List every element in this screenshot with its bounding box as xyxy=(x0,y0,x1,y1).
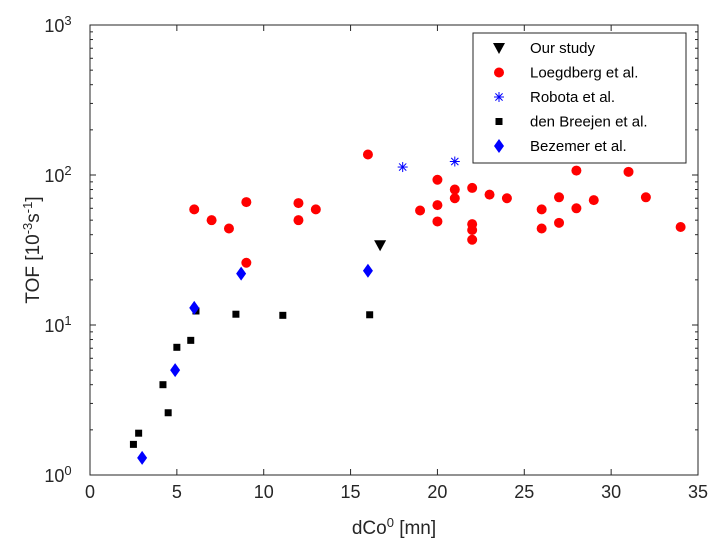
y-tick-label: 102 xyxy=(44,163,71,187)
axis-ticks xyxy=(89,24,699,476)
point-our-study xyxy=(374,240,387,252)
point-loegdberg-et-al xyxy=(554,192,565,203)
point-loegdberg-et-al xyxy=(571,203,582,214)
y-tick-label: 100 xyxy=(44,463,71,487)
point-loegdberg-et-al xyxy=(432,174,443,185)
point-loegdberg-et-al xyxy=(467,224,478,235)
point-robota-et-al xyxy=(449,156,460,167)
point-loegdberg-et-al xyxy=(536,223,547,234)
point-loegdberg-et-al xyxy=(588,195,599,206)
point-loegdberg-et-al xyxy=(432,200,443,211)
point-den-breejen-et-al xyxy=(279,311,287,319)
point-loegdberg-et-al xyxy=(241,197,252,208)
point-den-breejen-et-al xyxy=(129,440,137,448)
point-den-breejen-et-al xyxy=(187,336,195,344)
x-tick-label: 0 xyxy=(85,482,95,502)
point-loegdberg-et-al xyxy=(536,204,547,215)
tick-labels: 0 5 10 15 20 25 30 35 100 101 102 103 xyxy=(44,13,708,503)
point-loegdberg-et-al xyxy=(293,215,304,226)
point-bezemer-et-al xyxy=(189,300,200,315)
legend-label-loegdberg-et-al: Loegdberg et al. xyxy=(530,65,638,82)
x-tick-label: 5 xyxy=(172,482,182,502)
data-marks xyxy=(129,149,686,465)
y-tick-label: 103 xyxy=(44,13,71,37)
point-loegdberg-et-al xyxy=(432,216,443,227)
legend-label-den-breejen-et-al: den Breejen et al. xyxy=(530,114,648,131)
point-loegdberg-et-al xyxy=(362,149,373,160)
legend-label-our-study: Our study xyxy=(530,40,596,57)
point-loegdberg-et-al xyxy=(415,205,426,216)
point-bezemer-et-al xyxy=(236,266,247,281)
point-bezemer-et-al xyxy=(137,450,148,465)
point-loegdberg-et-al xyxy=(449,193,460,204)
point-den-breejen-et-al xyxy=(135,429,143,437)
y-tick-label: 101 xyxy=(44,313,71,337)
point-robota-et-al xyxy=(397,162,408,173)
point-loegdberg-et-al xyxy=(241,257,252,268)
x-tick-label: 15 xyxy=(341,482,361,502)
point-den-breejen-et-al xyxy=(164,409,172,417)
point-loegdberg-et-al xyxy=(206,215,217,226)
legend-marker-den-breejen-et-al xyxy=(495,118,503,125)
point-bezemer-et-al xyxy=(362,263,373,278)
point-loegdberg-et-al xyxy=(223,223,234,234)
point-loegdberg-et-al xyxy=(675,222,686,233)
legend-box xyxy=(472,32,687,164)
point-den-breejen-et-al xyxy=(173,343,181,351)
point-loegdberg-et-al xyxy=(467,234,478,245)
legend-marker-bezemer-et-al xyxy=(494,139,504,153)
point-loegdberg-et-al xyxy=(189,204,200,215)
point-bezemer-et-al xyxy=(170,363,181,378)
point-loegdberg-et-al xyxy=(640,192,651,203)
legend-marker-robota-et-al xyxy=(494,92,504,102)
legend-label-robota-et-al: Robota et al. xyxy=(530,89,615,106)
x-tick-label: 25 xyxy=(514,482,534,502)
legend-marker-our-study xyxy=(493,43,505,54)
legend: Our study Loegdberg et al. Robota et al. de… xyxy=(472,32,687,164)
point-den-breejen-et-al xyxy=(232,310,240,318)
point-loegdberg-et-al xyxy=(484,189,495,200)
point-loegdberg-et-al xyxy=(467,182,478,193)
x-tick-label: 20 xyxy=(427,482,447,502)
point-loegdberg-et-al xyxy=(571,165,582,176)
point-loegdberg-et-al xyxy=(293,198,304,209)
x-tick-label: 30 xyxy=(601,482,621,502)
point-den-breejen-et-al xyxy=(366,311,374,319)
y-axis-label: TOF [10-3s-1] xyxy=(20,196,45,303)
legend-label-bezemer-et-al: Bezemer et al. xyxy=(530,138,627,155)
x-tick-label: 10 xyxy=(254,482,274,502)
point-loegdberg-et-al xyxy=(554,217,565,228)
point-loegdberg-et-al xyxy=(310,204,321,215)
legend-marker-loegdberg-et-al xyxy=(494,67,504,78)
x-axis-label: dCo0 [mn] xyxy=(352,515,436,540)
x-tick-label: 35 xyxy=(688,482,708,502)
point-loegdberg-et-al xyxy=(449,184,460,195)
point-den-breejen-et-al xyxy=(159,381,167,389)
point-loegdberg-et-al xyxy=(501,193,512,204)
point-loegdberg-et-al xyxy=(623,166,634,177)
